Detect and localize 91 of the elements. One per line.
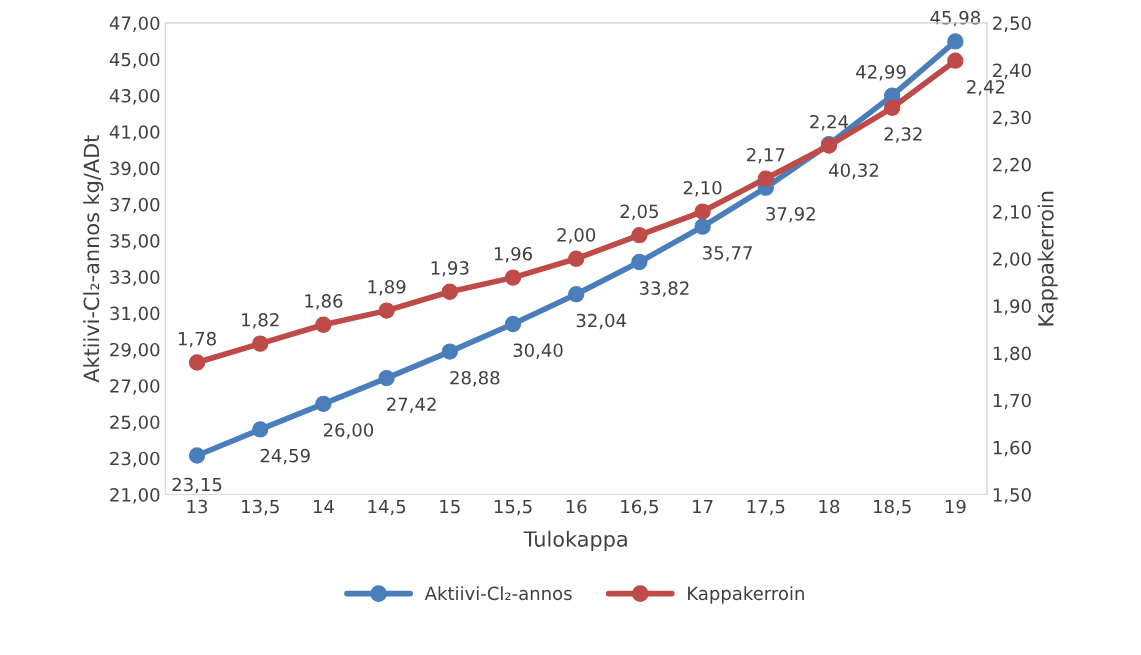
point [378, 369, 395, 387]
data-label: 33,82 [639, 281, 689, 297]
y2-tick-label: 1,70 [993, 393, 1031, 410]
point [694, 203, 711, 220]
y-tick-label: 47,00 [109, 16, 160, 32]
point [947, 52, 964, 69]
data-label: 35,77 [703, 245, 752, 262]
y-tick-label: 45,00 [109, 52, 160, 69]
y-tick-label: 33,00 [110, 270, 160, 286]
y-tick-label: 41,00 [109, 125, 160, 141]
y2-tick-label: 2,10 [993, 205, 1031, 221]
x-tick-label: 16 [566, 499, 587, 514]
data-label: 2,42 [967, 80, 1005, 96]
point [188, 354, 206, 371]
y2-tick-label: 2,20 [993, 157, 1031, 174]
y-tick-label: 43,00 [109, 88, 160, 105]
x-tick-label: 13 [187, 499, 208, 514]
x-tick-label: 19 [945, 499, 966, 514]
data-label: 1,78 [178, 331, 216, 348]
data-label: 1,86 [305, 294, 343, 310]
y-axis-title: Aktiivi-Cl₂-annos kg/ADt [83, 135, 104, 383]
data-label: 23,15 [172, 477, 222, 494]
y-tick-label: 27,00 [110, 379, 160, 395]
data-label: 2,00 [557, 228, 596, 244]
y2-tick-label: 2,00 [993, 252, 1031, 268]
y-tick-label: 23,00 [110, 451, 160, 468]
y2-tick-label: 2,40 [993, 63, 1031, 80]
point [504, 315, 522, 333]
point [631, 226, 648, 244]
point [568, 286, 585, 303]
data-label: 40,32 [829, 163, 879, 179]
data-label: 26,00 [323, 423, 374, 439]
y2-tick-label: 1,60 [993, 440, 1031, 457]
x-tick-label: 14,5 [368, 499, 406, 516]
data-label: 30,40 [513, 343, 563, 359]
x-tick-label: 13,5 [242, 499, 279, 516]
y-tick-label: 35,00 [110, 234, 160, 250]
y-tick-label: 39,00 [110, 161, 160, 177]
data-label: 1,89 [368, 279, 406, 296]
data-label: 1,82 [242, 312, 279, 329]
point [568, 250, 585, 267]
x-tick-label: 15,5 [494, 499, 532, 516]
data-label: 2,17 [747, 147, 785, 164]
y-tick-label: 21,00 [110, 487, 160, 504]
point [252, 421, 269, 438]
point [441, 343, 458, 360]
point [315, 316, 332, 333]
x-tick-label: 15 [440, 499, 460, 514]
data-label: 27,42 [387, 397, 436, 413]
point [441, 283, 458, 300]
point [315, 395, 332, 412]
point [252, 335, 269, 352]
data-label: 1,93 [431, 261, 469, 277]
legend-label: Aktiivi-Cl₂-annos [424, 586, 572, 601]
y2-tick-label: 1,90 [993, 299, 1031, 315]
point [947, 33, 964, 50]
y2-tick-label: 1,50 [993, 487, 1031, 504]
data-label: 42,99 [856, 65, 906, 81]
y2-tick-label: 2,30 [993, 110, 1031, 127]
x-tick-label: 18 [819, 499, 840, 514]
x-axis-title: Tulokappa [523, 530, 627, 551]
data-label: 2,10 [683, 180, 722, 197]
point [631, 253, 648, 271]
y2-tick-label: 2,50 [993, 16, 1031, 32]
y-tick-label: 29,00 [110, 342, 160, 359]
point [378, 302, 395, 319]
data-label: 2,24 [810, 114, 849, 131]
point [504, 269, 522, 286]
x-tick-label: 16,5 [621, 499, 658, 516]
x-tick-label: 18,5 [874, 499, 911, 516]
x-tick-label: 14 [313, 499, 334, 514]
x-tick-label: 17,5 [747, 499, 785, 516]
y2-axis-title: Kappakerroin [1037, 191, 1058, 326]
data-label: 2,05 [620, 204, 658, 220]
y2-tick-label: 1,80 [993, 346, 1031, 362]
legend-label: Kappakerroin [688, 586, 804, 604]
x-tick-label: 17 [693, 499, 713, 514]
data-label: 24,59 [260, 448, 310, 465]
point [884, 99, 901, 116]
data-label: 28,88 [450, 370, 500, 387]
data-label: 37,92 [766, 206, 815, 223]
y-tick-label: 37,00 [110, 197, 160, 214]
y-tick-label: 31,00 [110, 306, 160, 323]
y-tick-label: 25,00 [110, 415, 160, 431]
data-label: 1,96 [494, 246, 532, 263]
data-label: 2,32 [884, 127, 922, 143]
point [188, 447, 206, 464]
data-label: 32,04 [576, 313, 627, 330]
data-label: 45,98 [930, 10, 980, 27]
point [694, 218, 711, 235]
point [757, 170, 774, 187]
